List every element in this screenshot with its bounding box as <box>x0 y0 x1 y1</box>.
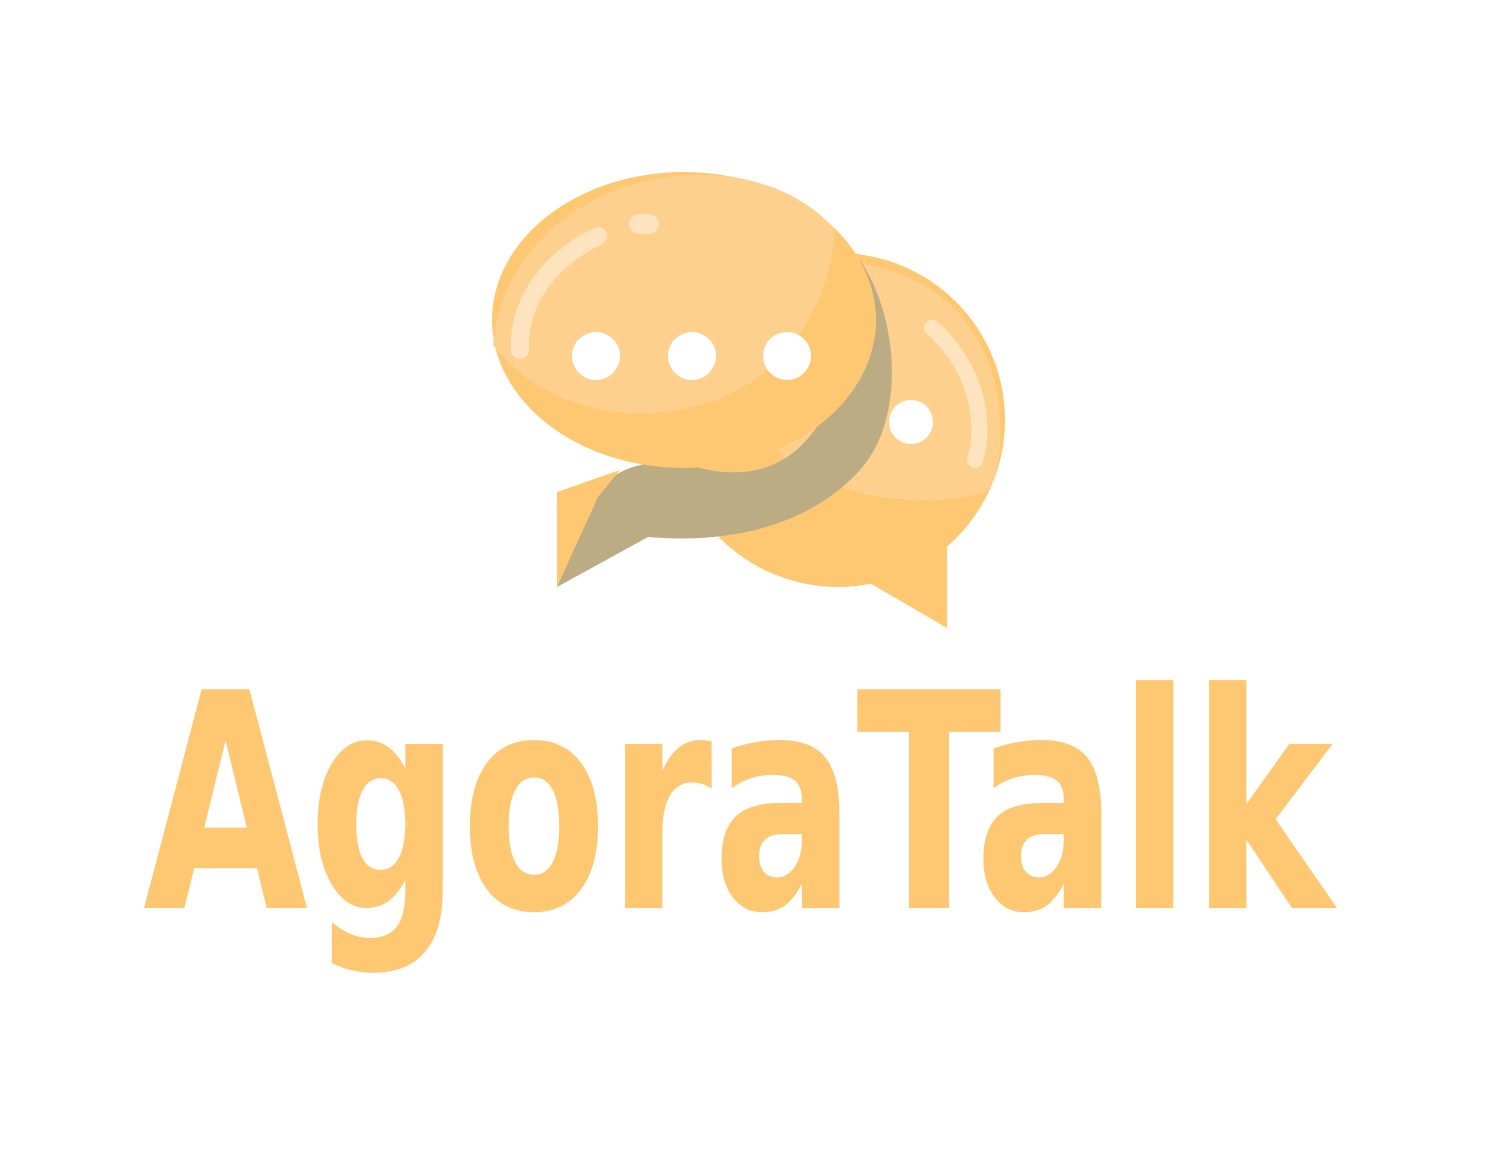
typing-dot-2 <box>668 332 716 380</box>
chat-bubbles-icon <box>492 172 1005 628</box>
back-bubble-highlight <box>924 320 988 468</box>
front-bubble-shadow <box>557 260 892 587</box>
typing-dot-1 <box>572 332 620 380</box>
front-bubble <box>492 172 876 587</box>
front-bubble-highlight-dash <box>629 214 659 234</box>
wordmark: AgoraTalk <box>143 640 1338 979</box>
front-bubble-tail <box>557 470 620 587</box>
brand-name: AgoraTalk <box>143 640 1338 979</box>
back-bubble-dot <box>889 400 933 444</box>
front-bubble-highlight <box>510 227 607 359</box>
typing-dot-3 <box>763 332 811 380</box>
